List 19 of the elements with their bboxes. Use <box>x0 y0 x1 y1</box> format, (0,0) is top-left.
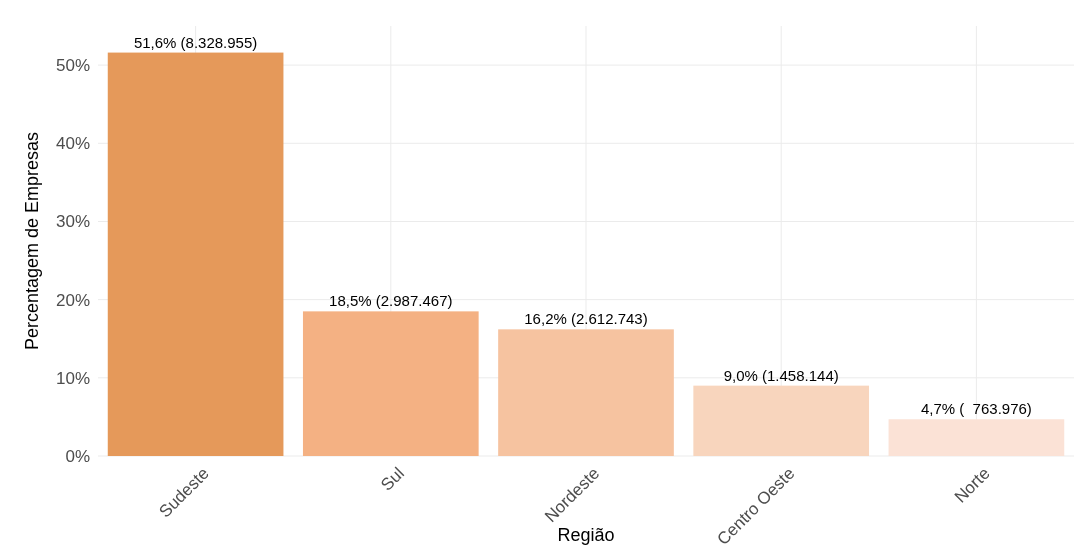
bar <box>302 311 479 456</box>
y-tick-label: 30% <box>55 212 90 232</box>
bar <box>888 419 1065 456</box>
y-tick-label: 20% <box>55 290 90 310</box>
data-label: 16,2% (2.612.743) <box>524 310 648 328</box>
data-label: 9,0% (1.458.144) <box>723 366 839 384</box>
x-tick-label: Sul <box>377 463 409 495</box>
x-axis-title: Região <box>557 525 615 545</box>
data-label: 4,7% ( 763.976) <box>920 400 1032 418</box>
y-tick-label: 10% <box>55 368 90 388</box>
y-tick-label: 40% <box>55 134 90 154</box>
bar <box>498 329 674 456</box>
bar <box>693 385 870 456</box>
y-tick-label: 0% <box>65 446 90 466</box>
bar <box>107 52 284 456</box>
y-tick-label: 50% <box>55 56 90 76</box>
y-axis-title: Percentagem de Empresas <box>22 131 42 351</box>
data-label: 51,6% (8.328.955) <box>133 33 258 51</box>
data-label: 18,5% (2.987.467) <box>329 292 453 310</box>
